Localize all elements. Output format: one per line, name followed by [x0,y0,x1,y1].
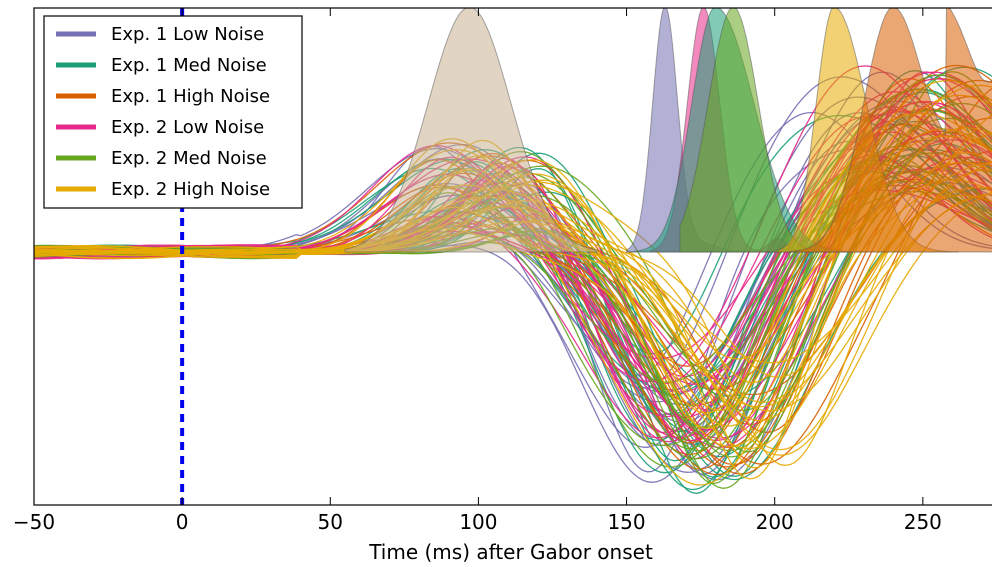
legend-label: Exp. 2 High Noise [111,179,270,200]
x-axis: −50 0 50 100 150 200 250 [13,8,942,534]
legend-box [43,15,303,209]
legend-label: Exp. 1 High Noise [111,86,270,107]
x-tick-label: −50 [13,510,55,534]
legend-label: Exp. 1 Low Noise [111,24,264,45]
legend-label: Exp. 2 Low Noise [111,117,264,138]
x-axis-title: Time (ms) after Gabor onset [368,540,653,564]
x-tick-label: 100 [459,510,497,534]
x-tick-label: 0 [176,510,189,534]
x-tick-label: 200 [756,510,794,534]
x-tick-label: 250 [904,510,942,534]
peak-density-distributions [344,7,992,253]
legend: Exp. 1 Low Noise Exp. 1 Med Noise Exp. 1 H… [43,15,303,209]
x-tick-label: 150 [607,510,645,534]
legend-label: Exp. 2 Med Noise [111,148,267,169]
x-tick-label: 50 [318,510,343,534]
plot-frame [33,7,992,506]
legend-label: Exp. 1 Med Noise [111,55,267,76]
